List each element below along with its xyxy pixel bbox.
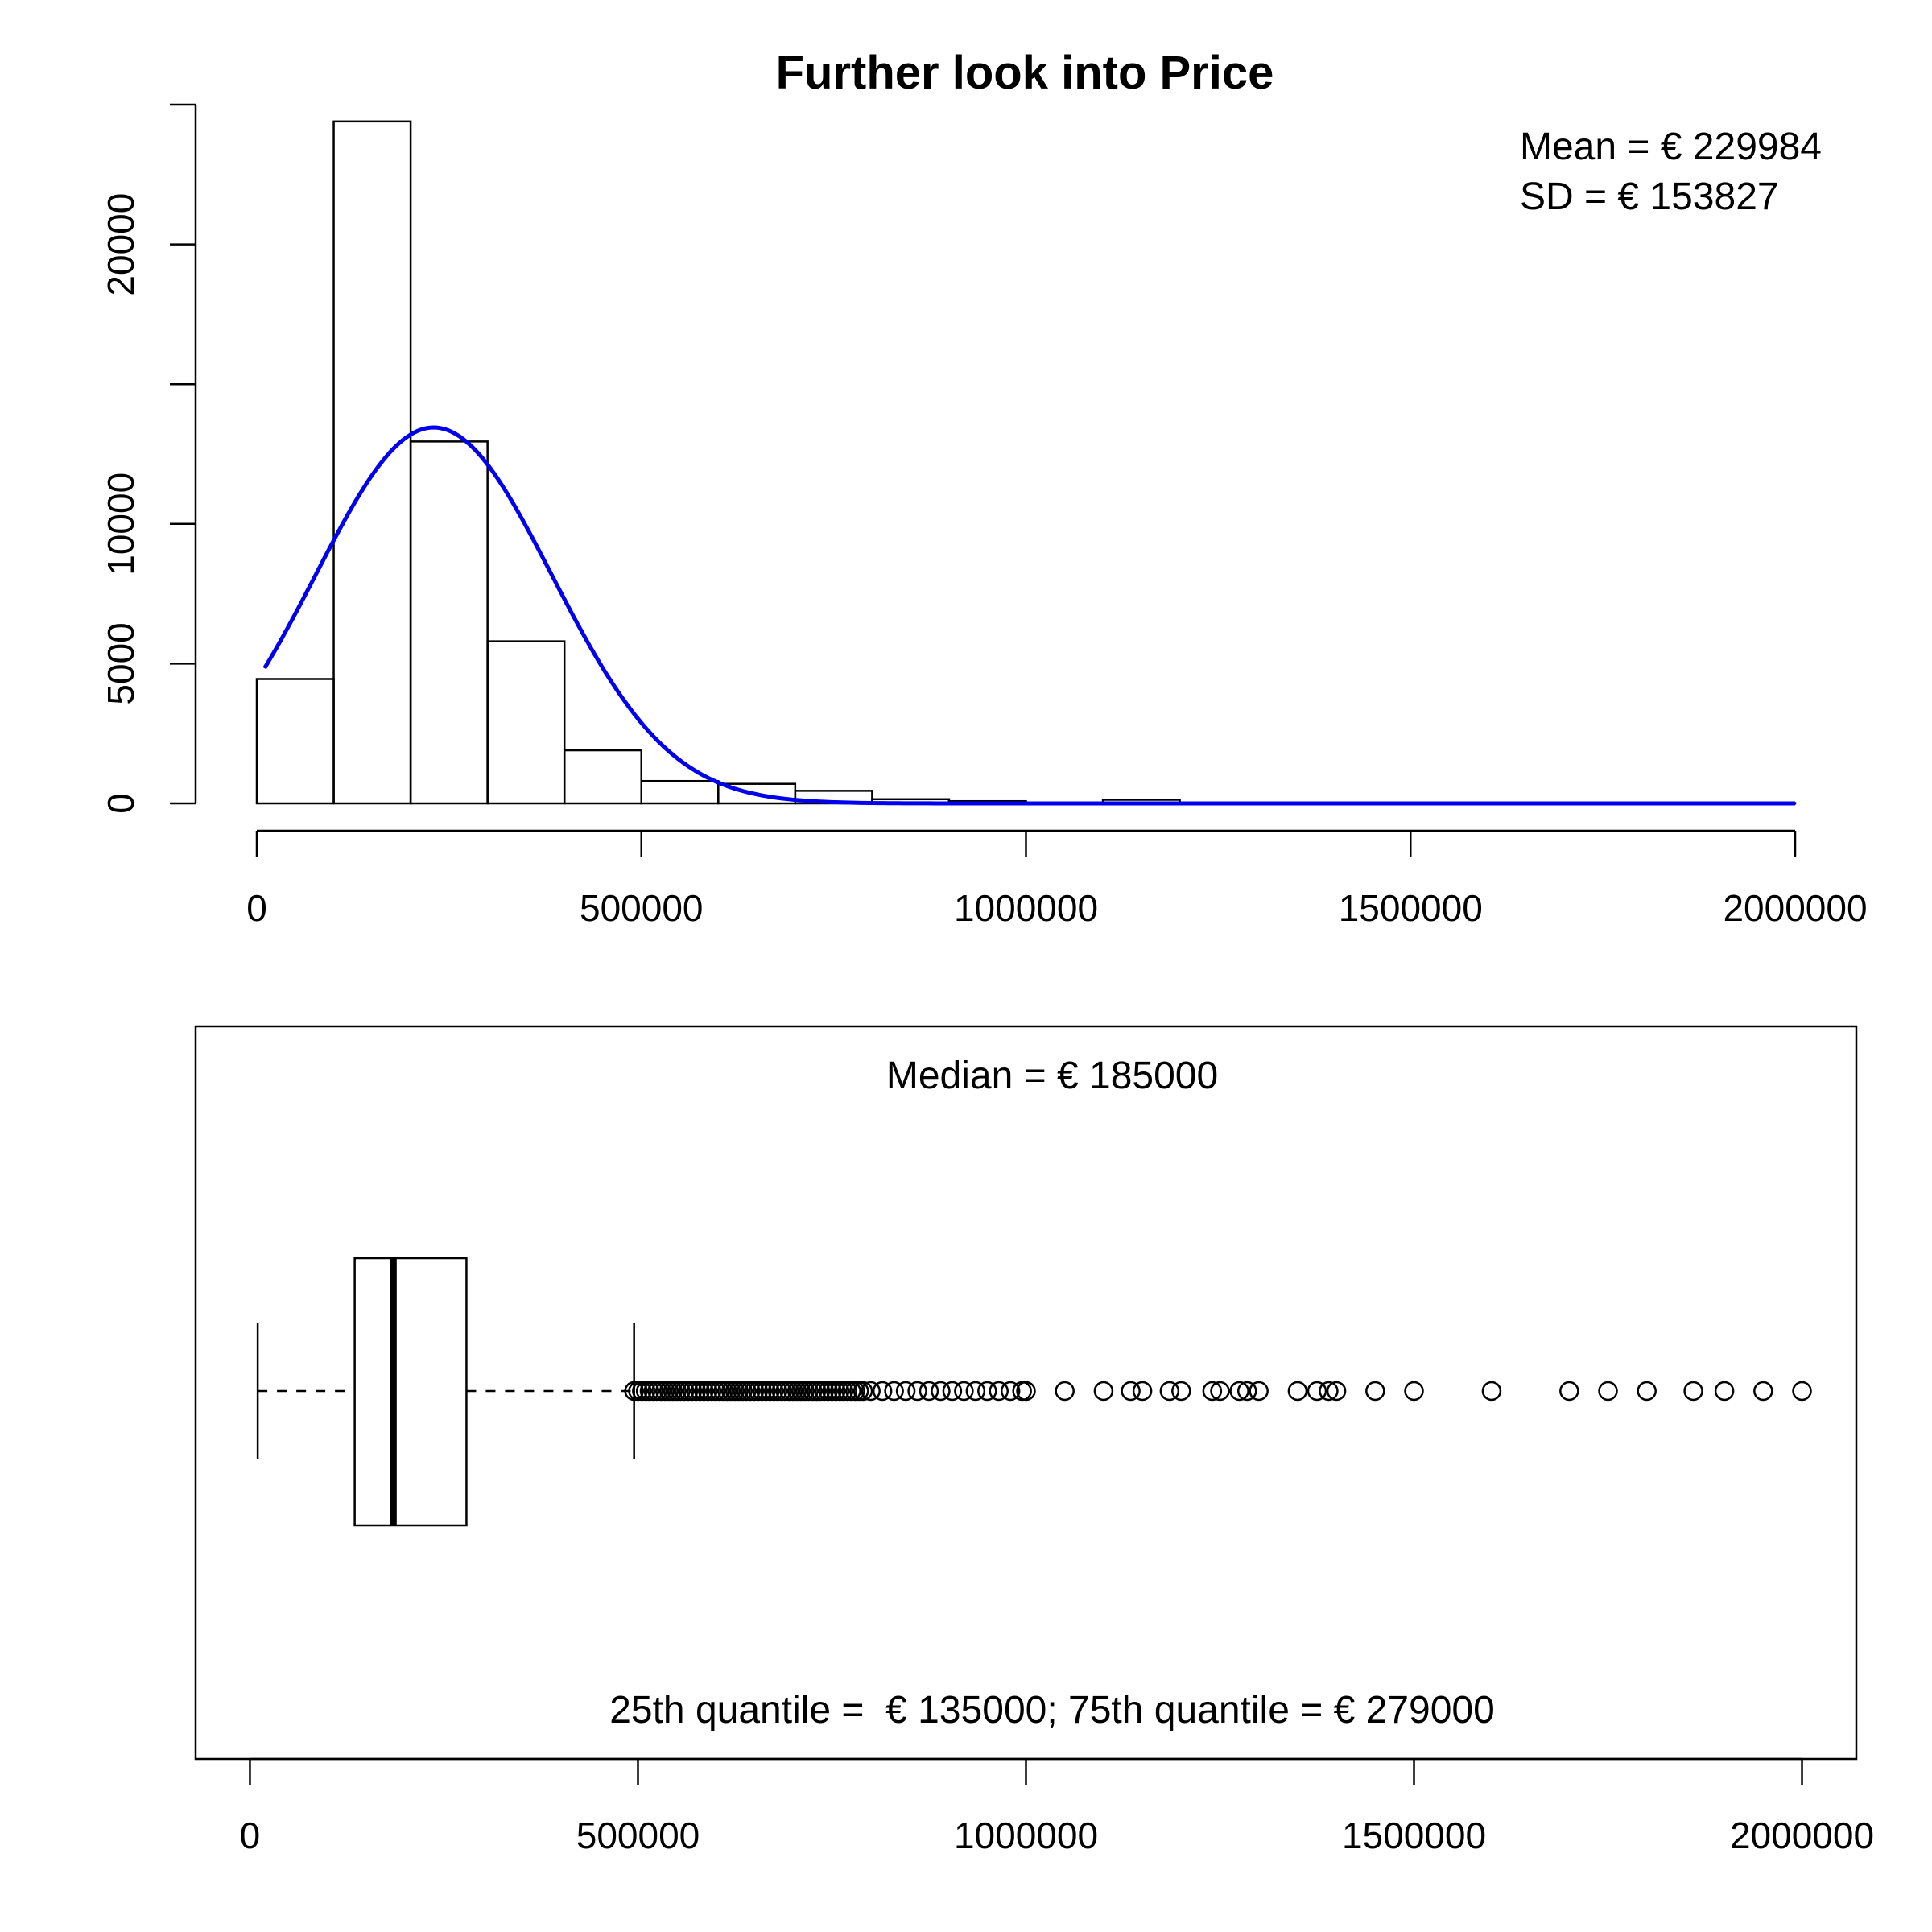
boxplot-outlier-68 (954, 1381, 974, 1402)
boxplot-outlier-70 (977, 1381, 997, 1402)
boxplot-outlier-71 (989, 1381, 1009, 1402)
boxplot-outlier-79 (1159, 1381, 1180, 1402)
boxplot-outlier-93 (1559, 1381, 1579, 1402)
boxplot-outliers (624, 1381, 1812, 1402)
histogram-bar-4 (563, 749, 643, 805)
histogram-y-tick-label-1: 5000 (100, 622, 142, 704)
boxplot-outlier-61 (872, 1381, 893, 1402)
boxplot-outlier-67 (942, 1381, 963, 1402)
boxplot-outlier-88 (1319, 1381, 1339, 1402)
boxplot-outlier-83 (1229, 1381, 1249, 1402)
boxplot-outlier-69 (965, 1381, 986, 1402)
boxplot-outlier-60 (861, 1381, 881, 1402)
boxplot-outlier-98 (1753, 1381, 1773, 1402)
boxplot-outlier-75 (1055, 1381, 1075, 1402)
boxplot-outlier-59 (852, 1381, 873, 1402)
boxplot-outlier-64 (907, 1381, 927, 1402)
boxplot-outlier-91 (1404, 1381, 1424, 1402)
histogram-bar-5 (640, 779, 720, 805)
boxplot-x-axis: 0 500000 1000000 1500000 2000000 (240, 1757, 1874, 1856)
boxplot-panel: Median = € 185000 25th quantile = € 1350… (194, 1025, 1874, 1856)
boxplot-outlier-99 (1792, 1381, 1812, 1402)
boxplot-outlier-90 (1365, 1381, 1385, 1402)
histogram-y-tick-label-2: 10000 (100, 473, 142, 576)
boxplot-outlier-81 (1202, 1381, 1223, 1402)
boxplot-outlier-85 (1249, 1381, 1269, 1402)
histogram-x-axis: 0 500000 1000000 1500000 2000000 (246, 829, 1868, 929)
boxplot-outlier-66 (931, 1381, 951, 1402)
boxplot-outlier-73 (1012, 1381, 1032, 1402)
boxplot-outlier-82 (1210, 1381, 1230, 1402)
boxplot-x-tick-label-4: 2000000 (1730, 1814, 1874, 1856)
boxplot-outlier-74 (1016, 1381, 1036, 1402)
histogram-y-axis: 0 5000 10000 20000 (100, 103, 197, 814)
boxplot-outlier-92 (1481, 1381, 1502, 1402)
median-annotation: Median = € 185000 (886, 1055, 1218, 1097)
boxplot-outlier-77 (1121, 1381, 1141, 1402)
boxplot-outlier-65 (919, 1381, 939, 1402)
boxplot-x-tick-label-2: 1000000 (954, 1814, 1098, 1856)
histogram-bar-1 (332, 120, 412, 805)
boxplot-outlier-95 (1637, 1381, 1657, 1402)
boxplot-x-tick-label-0: 0 (240, 1814, 261, 1856)
histogram-panel: Further look into Price 0 500000 1000000 15… (100, 47, 1868, 929)
boxplot-box (353, 1257, 468, 1527)
boxplot-outlier-97 (1714, 1381, 1735, 1402)
mean-annotation: Mean = € 229984 (1520, 126, 1822, 168)
boxplot-outlier-62 (884, 1381, 904, 1402)
boxplot-body (256, 1257, 635, 1527)
histogram-y-tick-label-4: 20000 (100, 193, 142, 296)
boxplot-outlier-86 (1287, 1381, 1308, 1402)
boxplot-outlier-84 (1236, 1381, 1257, 1402)
boxplot-outlier-76 (1093, 1381, 1114, 1402)
boxplot-x-tick-label-1: 500000 (576, 1814, 700, 1856)
boxplot-outlier-80 (1171, 1381, 1191, 1402)
quantile-annotation: 25th quantile = € 135000; 75th quantile … (609, 1689, 1495, 1732)
boxplot-outlier-94 (1598, 1381, 1618, 1402)
boxplot-outlier-89 (1326, 1381, 1347, 1402)
histogram-x-tick-label-4: 2000000 (1723, 887, 1867, 929)
histogram-bar-2 (409, 440, 489, 805)
boxplot-outlier-87 (1307, 1381, 1327, 1402)
histogram-x-tick-label-1: 500000 (580, 887, 704, 929)
boxplot-outlier-96 (1683, 1381, 1703, 1402)
histogram-y-tick-label-0: 0 (100, 793, 142, 814)
boxplot-outlier-63 (895, 1381, 916, 1402)
boxplot-outlier-72 (1000, 1381, 1021, 1402)
sd-annotation: SD = € 153827 (1520, 175, 1779, 218)
boxplot-x-tick-label-3: 1500000 (1342, 1814, 1486, 1856)
histogram-x-tick-label-0: 0 (246, 887, 267, 929)
normal-curve-line (262, 425, 1795, 806)
histogram-x-tick-label-2: 1000000 (954, 887, 1098, 929)
histogram-bar-0 (255, 678, 335, 805)
histogram-x-tick-label-3: 1500000 (1339, 887, 1483, 929)
boxplot-outlier-78 (1132, 1381, 1153, 1402)
histogram-bar-3 (486, 640, 566, 805)
chart-title: Further look into Price (776, 47, 1274, 99)
